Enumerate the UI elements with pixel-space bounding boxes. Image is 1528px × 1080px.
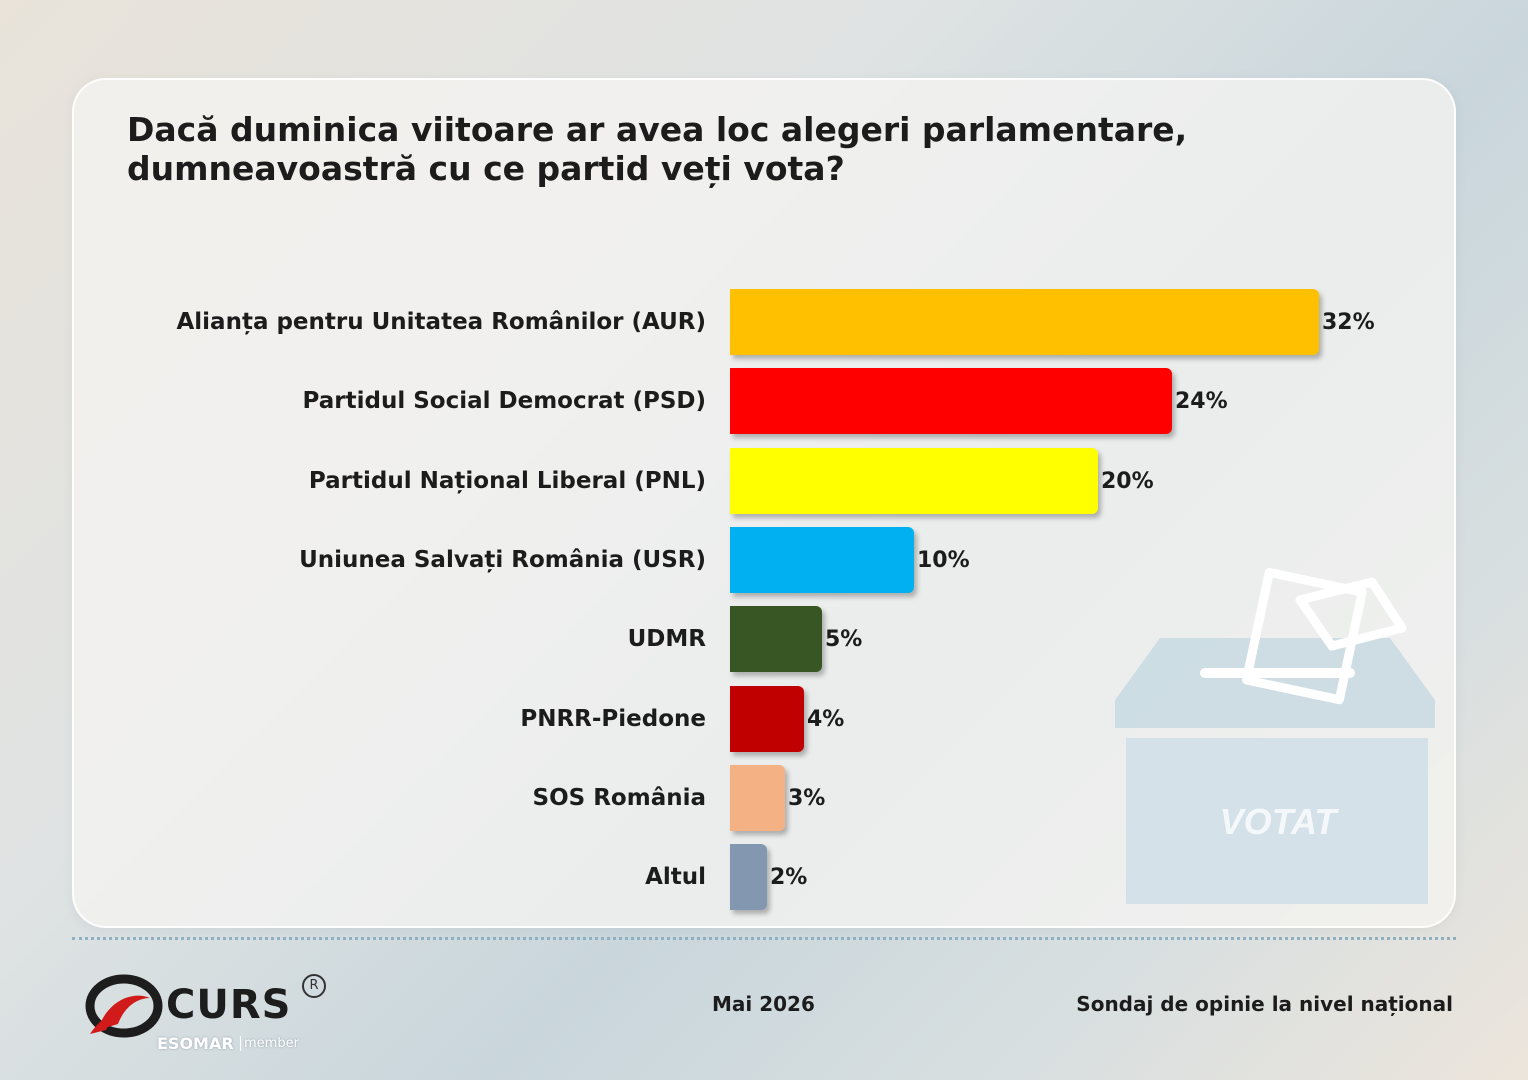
category-label: Alianța pentru Unitatea Românilor (AUR) xyxy=(176,309,706,335)
category-label: Partidul Național Liberal (PNL) xyxy=(308,468,706,494)
value-label: 24% xyxy=(1175,389,1228,414)
footer-divider xyxy=(72,937,1456,940)
ballot-box-label: VOTAT xyxy=(1220,801,1340,842)
category-label: UDMR xyxy=(627,626,706,652)
ballot-box-icon: VOTAT xyxy=(1115,567,1435,904)
value-label: 32% xyxy=(1322,310,1375,335)
value-label: 2% xyxy=(770,865,808,890)
chart-title: Dacă duminica viitoare ar avea loc alege… xyxy=(127,110,1327,188)
category-label: Partidul Social Democrat (PSD) xyxy=(302,388,707,414)
category-label: SOS România xyxy=(532,785,706,811)
bar xyxy=(730,527,914,593)
bar xyxy=(730,844,767,910)
esomar-member-label: member xyxy=(240,1036,299,1051)
curs-logo-icon xyxy=(85,974,163,1038)
value-label: 10% xyxy=(917,548,970,573)
bar xyxy=(730,448,1098,514)
survey-description: Sondaj de opinie la nivel național xyxy=(1076,992,1453,1016)
value-label: 20% xyxy=(1101,469,1154,494)
value-label: 4% xyxy=(807,707,845,732)
bar xyxy=(730,606,822,672)
bar xyxy=(730,368,1172,434)
chart-title-line-1: Dacă duminica viitoare ar avea loc alege… xyxy=(127,110,1188,149)
category-label: PNRR-Piedone xyxy=(520,706,706,732)
brand-name: CURS xyxy=(166,982,292,1028)
value-label: 3% xyxy=(788,786,826,811)
category-label: Altul xyxy=(645,864,706,890)
bar xyxy=(730,765,785,831)
registered-mark: R xyxy=(302,974,326,998)
survey-date: Mai 2026 xyxy=(712,992,815,1016)
category-label: Uniunea Salvați România (USR) xyxy=(299,547,706,573)
chart-title-line-2: dumneavoastră cu ce partid veți vota? xyxy=(127,149,845,188)
esomar-label: ESOMAR xyxy=(157,1034,234,1053)
value-label: 5% xyxy=(825,627,863,652)
bar xyxy=(730,289,1319,355)
bar xyxy=(730,686,804,752)
